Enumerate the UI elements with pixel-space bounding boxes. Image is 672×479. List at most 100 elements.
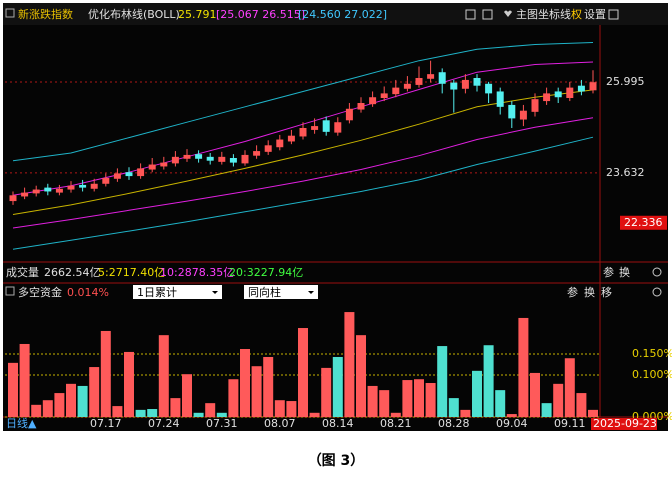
bar	[483, 345, 494, 417]
zoom-icon[interactable]	[652, 287, 662, 297]
style-dropdown-text[interactable]: 同向柱	[248, 285, 281, 299]
candle-body	[450, 82, 458, 90]
candle-body	[566, 87, 574, 98]
expand-icon[interactable]	[608, 9, 619, 20]
candle-body	[32, 189, 40, 194]
candle-body	[276, 139, 284, 148]
candle-body	[287, 135, 295, 142]
bar	[506, 414, 517, 417]
candle-body	[322, 120, 330, 132]
bar	[437, 346, 448, 417]
header-bar	[3, 3, 668, 25]
bar	[158, 335, 169, 417]
bar	[147, 409, 158, 417]
price-marker-box	[620, 215, 667, 230]
volume-ma10: 10:2878.35亿	[160, 266, 234, 279]
candle-body	[311, 126, 319, 130]
bar	[379, 390, 390, 417]
bar	[193, 412, 204, 417]
bar	[31, 404, 42, 417]
flow-value: 0.014%	[67, 286, 109, 299]
candle-body	[334, 122, 342, 133]
bar	[135, 409, 146, 417]
bar	[19, 343, 30, 417]
bar	[251, 366, 262, 417]
header-button[interactable]: 主图	[516, 8, 538, 21]
bar	[460, 409, 471, 417]
candle-body	[345, 108, 353, 121]
bar	[530, 372, 540, 417]
menu-icon[interactable]	[5, 8, 15, 18]
remove-icon[interactable]	[482, 9, 493, 20]
x-tick-label: 09.04	[496, 417, 528, 430]
candle-body	[473, 78, 481, 86]
zoom-icon[interactable]	[652, 267, 662, 277]
band-line	[12, 117, 594, 229]
dropdown-arrow	[308, 291, 314, 294]
bar	[216, 412, 227, 417]
bar	[321, 367, 332, 417]
panel-button[interactable]: 换	[619, 265, 630, 279]
candle-body	[519, 110, 527, 120]
bar	[240, 349, 250, 417]
menu-icon[interactable]	[5, 286, 15, 296]
period-label[interactable]: 日线▲	[6, 416, 37, 430]
y-tick-label: 0.150%	[632, 347, 672, 360]
candle-body	[438, 72, 446, 84]
bar	[309, 412, 320, 417]
add-icon[interactable]	[465, 9, 476, 20]
style-dropdown[interactable]	[244, 285, 318, 299]
bar	[367, 385, 378, 417]
bar	[576, 393, 587, 417]
bar	[124, 351, 134, 417]
band-line	[12, 136, 594, 250]
bar	[553, 383, 564, 417]
bar	[54, 393, 65, 417]
panel-button[interactable]: 换	[584, 285, 595, 299]
bar	[182, 374, 192, 417]
x-tick-label: 07.31	[206, 417, 238, 430]
band-line	[12, 89, 594, 215]
panel-button[interactable]: 参	[603, 265, 614, 279]
candle-body	[206, 156, 214, 161]
volume-ma20: 20:3227.94亿	[229, 266, 303, 279]
dropdown-arrow	[212, 291, 218, 294]
candle-body	[171, 156, 179, 164]
header-button[interactable]: 坐标线	[538, 7, 571, 21]
mode-dropdown[interactable]	[133, 285, 222, 299]
candle-body	[113, 173, 121, 179]
x-tick-label: 08.21	[380, 417, 412, 430]
panel-button[interactable]: 参	[567, 285, 578, 299]
bar	[588, 409, 598, 417]
figure-caption: （图 3）	[308, 453, 365, 469]
candle-body	[485, 83, 493, 94]
bar	[448, 398, 459, 417]
panel-button[interactable]: 移	[601, 286, 612, 299]
bar	[472, 370, 482, 417]
bar	[66, 383, 76, 417]
boll-band-inner: [25.067 26.515]	[216, 8, 305, 21]
x-tick-label: 08.07	[264, 417, 296, 430]
header-button[interactable]: 设置	[584, 8, 606, 21]
candle-body	[195, 154, 203, 159]
bar	[495, 390, 506, 417]
candle-body	[496, 91, 504, 107]
bar	[564, 358, 575, 417]
price-marker-label: 22.336	[624, 216, 663, 229]
candle-body	[508, 104, 516, 119]
candle-body	[21, 192, 29, 197]
candle-body	[589, 82, 597, 91]
volume-total: 2662.54亿	[44, 266, 101, 279]
candle-body	[79, 184, 87, 188]
bar	[390, 412, 401, 417]
candle-body	[543, 93, 551, 102]
candle-body	[427, 74, 435, 79]
candle-body	[102, 178, 110, 184]
favorite-icon[interactable]	[504, 10, 512, 18]
mode-dropdown-text[interactable]: 1日累计	[137, 286, 177, 299]
header-button[interactable]: 权	[571, 8, 582, 21]
candle-body	[125, 172, 133, 177]
y-tick-label: 0.100%	[632, 368, 672, 381]
